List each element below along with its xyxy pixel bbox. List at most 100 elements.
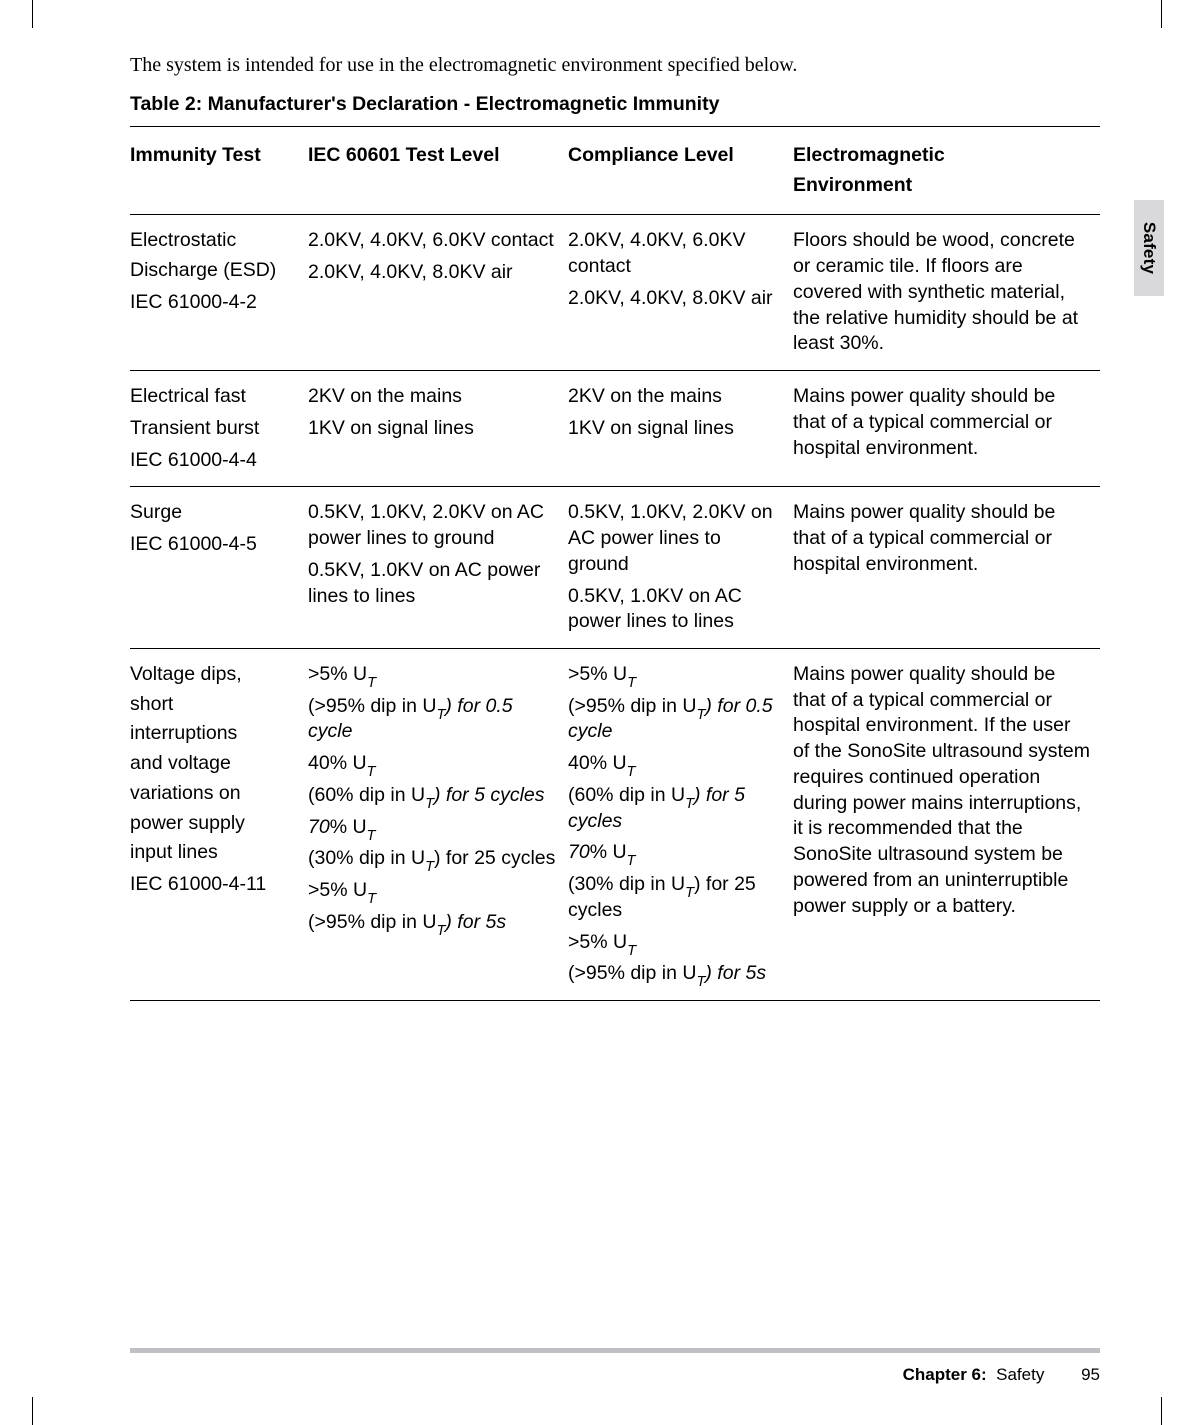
table-row: Electrostatic Discharge (ESD) IEC 61000-… [130,215,1100,371]
footer-title-text: Safety [996,1365,1044,1384]
text: (>95% dip in UT) for 5s [308,910,560,936]
text: 0.5KV, 1.0KV, 2.0KV on AC power lines to… [568,500,785,577]
t: >5% U [568,931,627,953]
sub: T [685,796,694,812]
t: (60% dip in U [308,784,425,806]
text: 2KV on the mains [308,384,560,410]
sub: T [696,707,705,723]
text: >5% UT [568,930,785,956]
header-env-line2: Environment [793,173,1092,199]
immunity-table: Immunity Test IEC 60601 Test Level Compl… [130,126,1100,1001]
cell-environment: Mains power quality should be that of a … [793,371,1100,487]
t: ) for 25 cycles [434,847,555,869]
text: 70% UT [308,815,560,841]
text: 2KV on the mains [568,384,785,410]
cell-environment: Mains power quality should be that of a … [793,649,1100,1001]
text: IEC 61000-4-11 [130,872,300,898]
text: power supply [130,811,300,837]
footer-rule [130,1348,1100,1353]
sub: T [627,764,636,780]
text: input lines [130,840,300,866]
table-header-row: Immunity Test IEC 60601 Test Level Compl… [130,127,1100,215]
t: % U [590,841,627,863]
text: 0.5KV, 1.0KV on AC power lines to lines [308,558,560,609]
table-row: Surge IEC 61000-4-5 0.5KV, 1.0KV, 2.0KV … [130,487,1100,649]
t: ) for 5s [445,911,506,933]
cell-level: 0.5KV, 1.0KV, 2.0KV on AC power lines to… [308,487,568,649]
text: 40% UT [308,751,560,777]
cell-level: 2KV on the mains 1KV on signal lines [308,371,568,487]
cell-test: Voltage dips, short interruptions and vo… [130,649,308,1001]
header-environment: Electromagnetic Environment [793,127,1100,215]
cell-environment: Mains power quality should be that of a … [793,487,1100,649]
t: >5% U [308,663,367,685]
t: >5% U [308,879,367,901]
cell-test: Surge IEC 61000-4-5 [130,487,308,649]
side-tab-label: Safety [1139,222,1159,274]
text: >5% UT [308,662,560,688]
cell-compliance: 2.0KV, 4.0KV, 6.0KV contact 2.0KV, 4.0KV… [568,215,793,371]
sub: T [367,675,376,691]
text: (>95% dip in UT) for 0.5 cycle [308,694,560,745]
t: 40% U [568,752,627,774]
text: >5% UT [308,878,560,904]
sub: T [425,796,434,812]
page: The system is intended for use in the el… [0,0,1200,1425]
text: and voltage [130,751,300,777]
footer-page: 95 [1081,1365,1100,1384]
text: Voltage dips, [130,662,300,688]
header-compliance: Compliance Level [568,127,793,215]
text: 70% UT [568,840,785,866]
t: ) for 5 cycles [434,784,545,806]
crop-mark [32,1397,33,1425]
header-env-line1: Electromagnetic [793,143,1092,169]
t: (>95% dip in U [308,695,436,717]
t: (60% dip in U [568,784,685,806]
text: (30% dip in UT) for 25 cycles [308,846,560,872]
t: 40% U [308,752,367,774]
text: 1KV on signal lines [568,416,785,442]
sub: T [436,923,445,939]
t: 70 [308,816,330,838]
text: IEC 61000-4-4 [130,448,300,474]
t: 70 [568,841,590,863]
text: 2.0KV, 4.0KV, 8.0KV air [308,260,560,286]
text: >5% UT [568,662,785,688]
text: Discharge (ESD) [130,258,300,284]
text: Electrostatic [130,228,300,254]
text: (>95% dip in UT) for 0.5 cycle [568,694,785,745]
table-row: Electrical fast Transient burst IEC 6100… [130,371,1100,487]
text: 1KV on signal lines [308,416,560,442]
t: >5% U [568,663,627,685]
header-test-level: IEC 60601 Test Level [308,127,568,215]
t: % U [330,816,367,838]
footer-chapter: Chapter 6: [903,1365,987,1384]
cell-compliance: >5% UT (>95% dip in UT) for 0.5 cycle 40… [568,649,793,1001]
intro-text: The system is intended for use in the el… [130,52,1100,79]
text: IEC 61000-4-2 [130,290,300,316]
sub: T [627,675,636,691]
header-immunity-test: Immunity Test [130,127,308,215]
t: (>95% dip in U [568,695,696,717]
sub: T [436,707,445,723]
sub: T [685,885,694,901]
text: (60% dip in UT) for 5 cycles [308,783,560,809]
sub: T [627,943,636,959]
cell-level: 2.0KV, 4.0KV, 6.0KV contact 2.0KV, 4.0KV… [308,215,568,371]
text: interruptions [130,721,300,747]
table-row: Voltage dips, short interruptions and vo… [130,649,1100,1001]
cell-compliance: 0.5KV, 1.0KV, 2.0KV on AC power lines to… [568,487,793,649]
text: short [130,692,300,718]
cell-compliance: 2KV on the mains 1KV on signal lines [568,371,793,487]
crop-mark [1161,1397,1162,1425]
text: (60% dip in UT) for 5 cycles [568,783,785,834]
text: (>95% dip in UT) for 5s [568,961,785,987]
text: 2.0KV, 4.0KV, 6.0KV contact [308,228,560,254]
t: (>95% dip in U [308,911,436,933]
t: (>95% dip in U [568,962,696,984]
text: IEC 61000-4-5 [130,532,300,558]
text: 2.0KV, 4.0KV, 8.0KV air [568,286,785,312]
text: (30% dip in UT) for 25 cycles [568,872,785,923]
text: Transient burst [130,416,300,442]
sub: T [425,859,434,875]
